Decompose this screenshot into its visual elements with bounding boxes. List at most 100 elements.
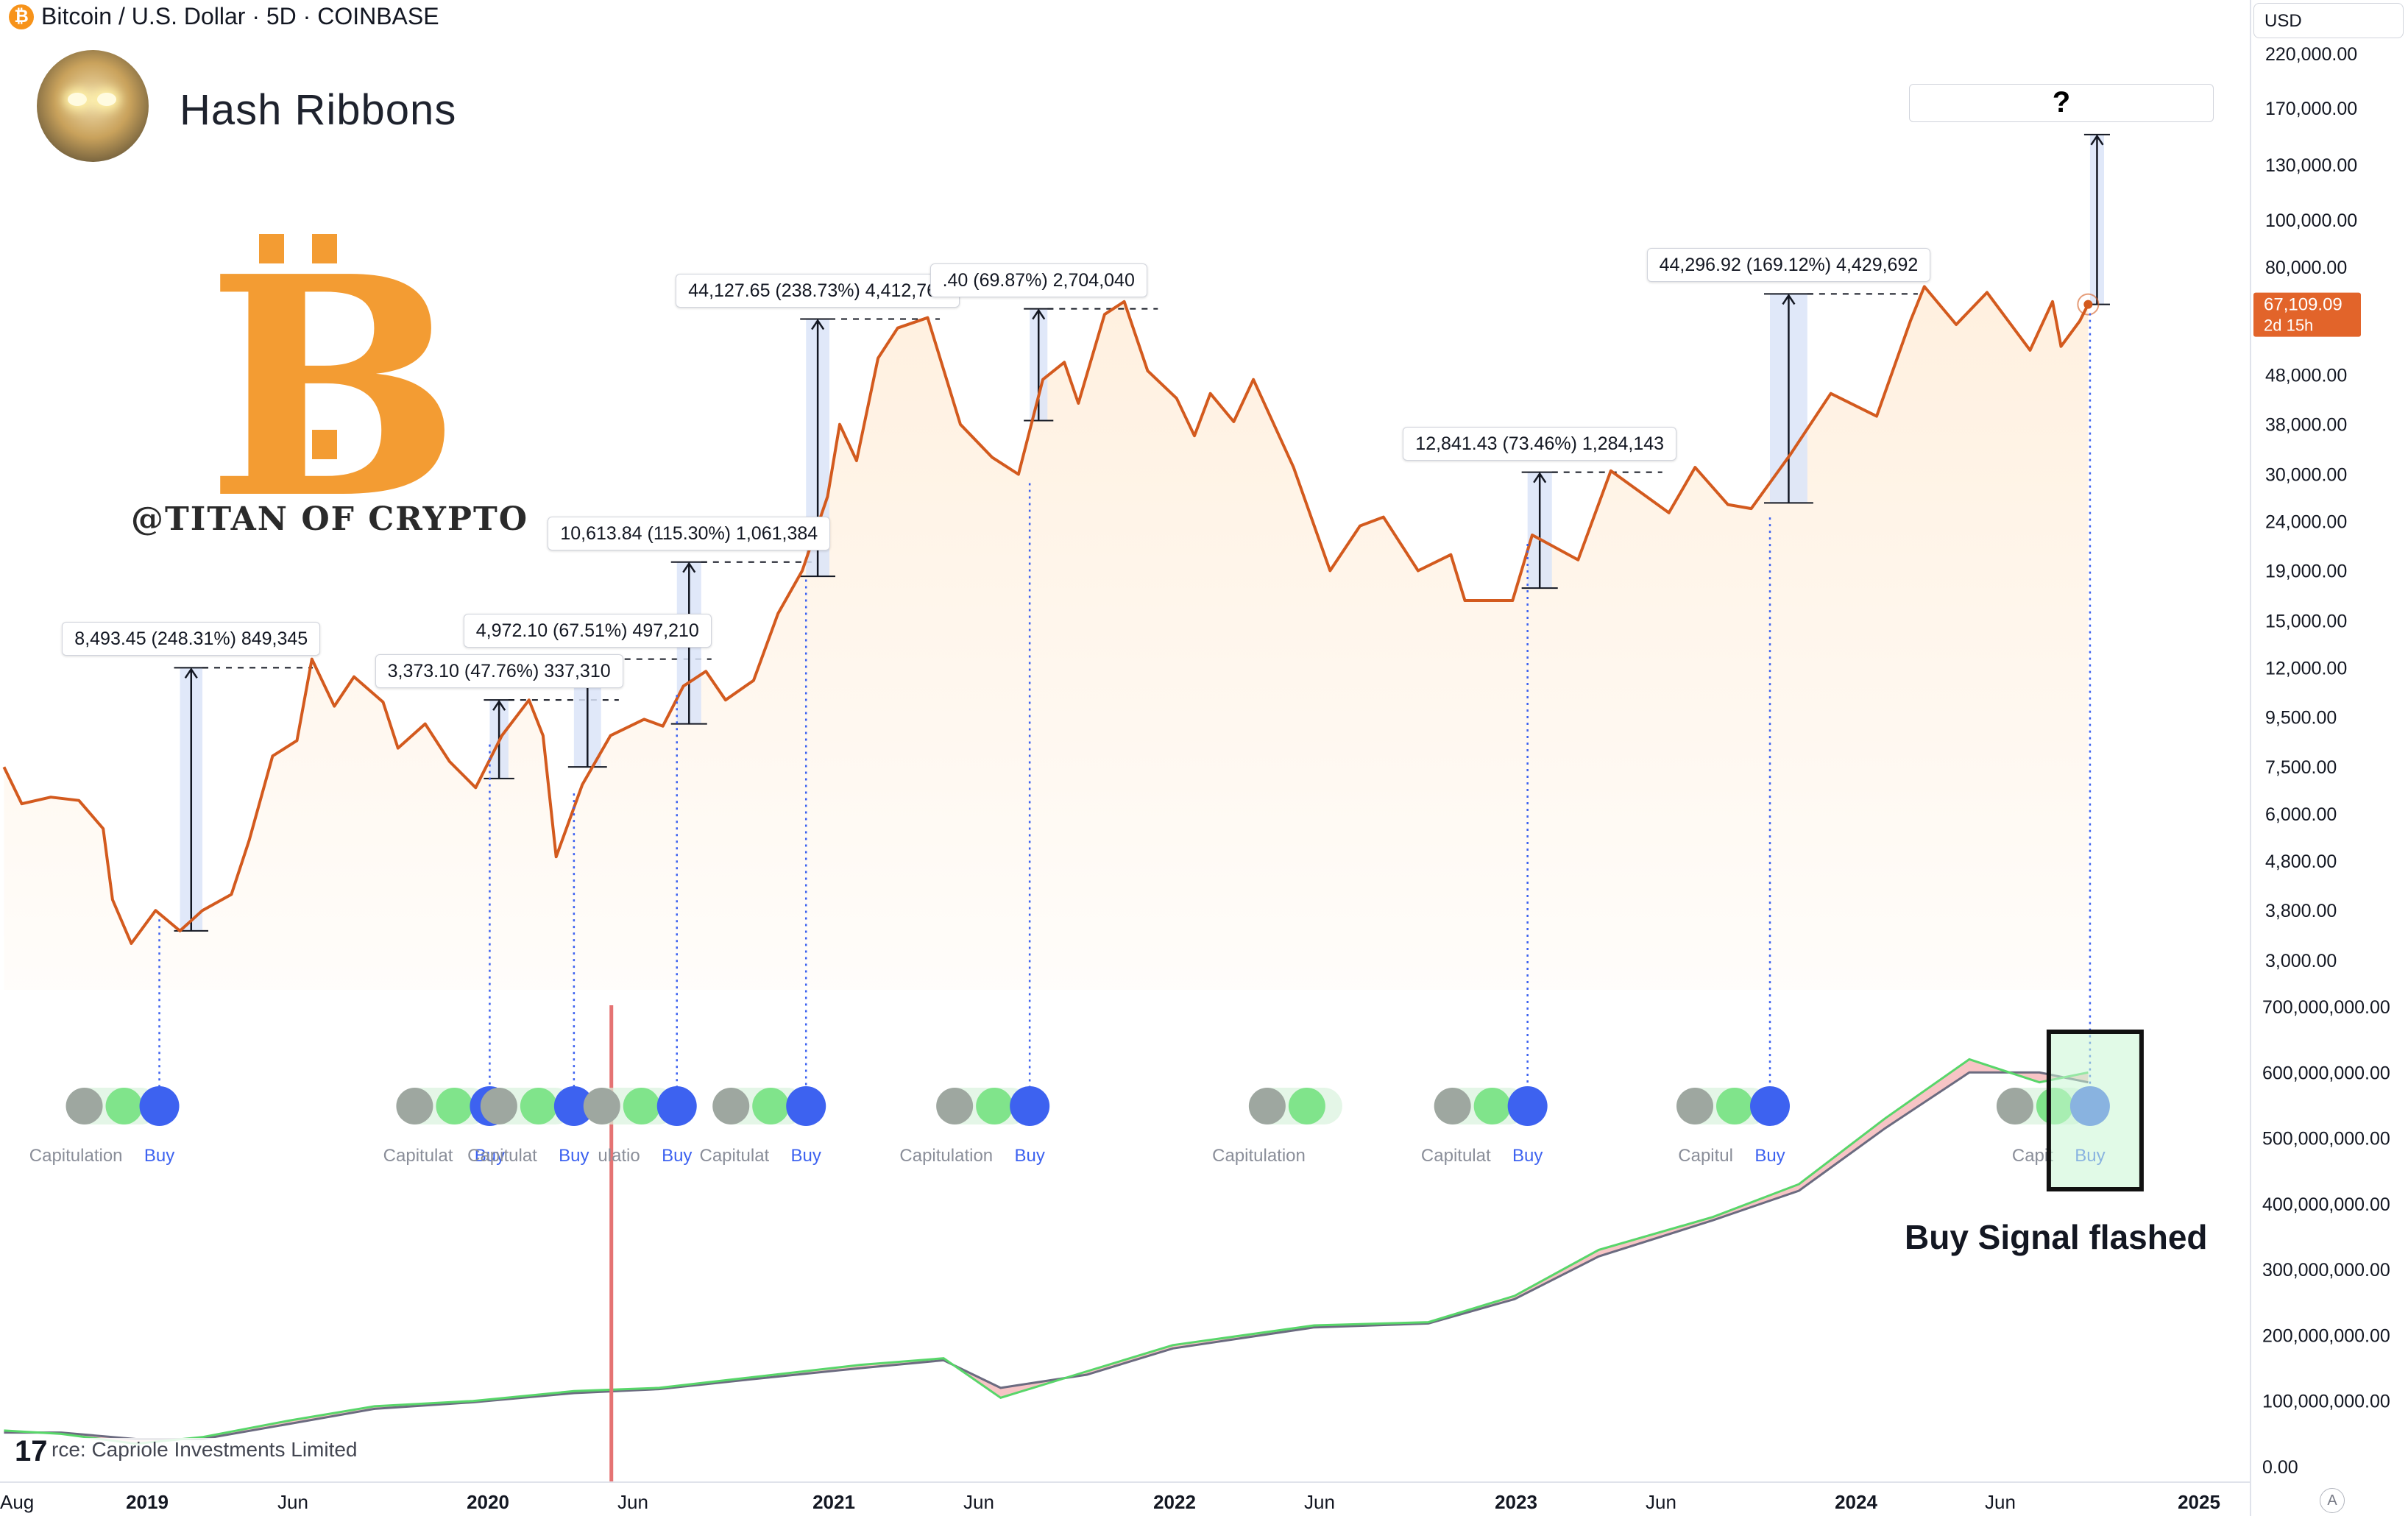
capitulation-dot xyxy=(1676,1088,1714,1124)
capitulation-dot xyxy=(936,1088,974,1124)
price-tick: 170,000.00 xyxy=(2265,99,2357,119)
last-price-ring xyxy=(2077,293,2100,316)
last-price-point xyxy=(2083,300,2093,309)
capitulation-label: ulatio xyxy=(598,1146,640,1166)
hashrate-tick: 0.00 xyxy=(2262,1457,2298,1478)
capitulation-dot xyxy=(480,1088,517,1124)
measure-arrowhead xyxy=(492,699,506,711)
capitulation-green-dot xyxy=(623,1088,660,1124)
time-tick: 2024 xyxy=(1835,1491,1877,1513)
hashrate-tick: 200,000,000.00 xyxy=(2262,1325,2390,1346)
price-tick: 80,000.00 xyxy=(2265,258,2347,278)
avatar-eye-right-icon xyxy=(97,93,116,106)
capitulation-green-dot xyxy=(752,1088,790,1124)
price-area xyxy=(4,286,2089,990)
time-tick: Jun xyxy=(963,1491,994,1513)
hashrate-tick: 300,000,000.00 xyxy=(2262,1260,2390,1281)
question-label: ? xyxy=(1909,84,2214,122)
measure-label: .40 (69.87%) 2,704,040 xyxy=(929,263,1147,297)
time-tick: Jun xyxy=(1304,1491,1335,1513)
buy-dot xyxy=(786,1086,826,1126)
indicator-title: Hash Ribbons xyxy=(180,86,457,134)
time-tick: Jun xyxy=(1646,1491,1676,1513)
measure-arrowhead xyxy=(811,319,825,330)
buy-dot xyxy=(1507,1086,1548,1126)
capitulation-dot xyxy=(712,1088,750,1124)
capitulation-dot xyxy=(1996,1088,2033,1124)
price-tick: 130,000.00 xyxy=(2265,155,2357,176)
measure-label: 10,613.84 (115.30%) 1,061,384 xyxy=(548,516,831,550)
price-badge xyxy=(2253,292,2361,337)
capitulation-green-dot xyxy=(1716,1088,1754,1124)
capitulation-label: Capitulation xyxy=(29,1146,123,1166)
capitulation-label: Capitulation xyxy=(1212,1146,1306,1166)
hashrate-tick: 400,000,000.00 xyxy=(2262,1194,2390,1215)
buy-label: Buy xyxy=(791,1146,821,1166)
time-tick: 2025 xyxy=(2178,1491,2220,1513)
time-tick: 2023 xyxy=(1495,1491,1537,1513)
time-tick: 2020 xyxy=(467,1491,509,1513)
brand-watermark: @TITAN OF CRYPTO xyxy=(131,500,529,538)
measure-arrowhead xyxy=(1533,472,1547,484)
buy-label: Buy xyxy=(475,1146,505,1166)
buy-dot xyxy=(656,1086,697,1126)
area-layer xyxy=(4,286,2089,990)
price-tick: 9,500.00 xyxy=(2265,707,2337,728)
price-tick: 12,000.00 xyxy=(2265,658,2347,679)
price-layer xyxy=(2,285,2100,945)
hashrate-layer xyxy=(4,1005,2089,1482)
currency-button[interactable]: USD xyxy=(2253,3,2404,38)
price-tick: 24,000.00 xyxy=(2265,512,2347,533)
capitulation-green-dot xyxy=(1288,1088,1325,1124)
hashrate-tick: 600,000,000.00 xyxy=(2262,1063,2390,1083)
hashrate-tick: 700,000,000.00 xyxy=(2262,997,2390,1018)
measure-label: 8,493.45 (248.31%) 849,345 xyxy=(62,622,321,656)
buy-dot xyxy=(139,1086,180,1126)
buy-label: Buy xyxy=(1014,1146,1044,1166)
price-badge-countdown: 2d 15h xyxy=(2264,316,2313,335)
capitulation-label: Capit xyxy=(2012,1146,2053,1166)
price-tick: 7,500.00 xyxy=(2265,757,2337,778)
measure-arrowhead xyxy=(1032,308,1046,320)
time-tick: 2022 xyxy=(1153,1491,1196,1513)
measure-arrowhead xyxy=(2090,134,2104,146)
capitulation-label: Capitulat xyxy=(1421,1146,1491,1166)
capitulation-label: Capitul xyxy=(1678,1146,1733,1166)
buy-signal-annotation: Buy Signal flashed xyxy=(1905,1218,2208,1256)
buy-dot xyxy=(1750,1086,1791,1126)
capitulation-green-dot xyxy=(1473,1088,1511,1124)
capitulation-dot xyxy=(396,1088,433,1124)
tradingview-logo-icon: 17 xyxy=(15,1435,48,1467)
symbol-title: Bitcoin / U.S. Dollar · 5D · COINBASE xyxy=(41,3,439,29)
capitulation-label: Capitulat xyxy=(699,1146,769,1166)
avatar-eye-left-icon xyxy=(68,93,87,106)
signal-guides-layer xyxy=(158,313,2092,1092)
buy-label: Buy xyxy=(662,1146,692,1166)
hashrate-tick: 100,000,000.00 xyxy=(2262,1392,2390,1412)
capitulation-green-dot xyxy=(976,1088,1013,1124)
capitulation-dot xyxy=(1248,1088,1286,1124)
price-tick: 19,000.00 xyxy=(2265,562,2347,582)
bitcoin-icon: ₿ xyxy=(9,4,34,29)
price-tick: 220,000.00 xyxy=(2265,44,2357,65)
capitulation-dot xyxy=(65,1088,103,1124)
capitulation-green-dot xyxy=(436,1088,473,1124)
time-tick: Jun xyxy=(617,1491,648,1513)
buy-label: Buy xyxy=(559,1146,589,1166)
hashrate-tick: 500,000,000.00 xyxy=(2262,1129,2390,1150)
source-label: rce: Capriole Investments Limited xyxy=(52,1438,358,1462)
measure-arrowhead xyxy=(1782,294,1796,305)
auto-scale-button[interactable]: A xyxy=(2320,1488,2345,1513)
hashrate-slow-line xyxy=(4,1071,2089,1440)
hashrate-fast-line xyxy=(4,1058,2089,1445)
time-tick: 2021 xyxy=(812,1491,855,1513)
measure-label: 3,373.10 (47.76%) 337,310 xyxy=(375,654,623,689)
buy-signal-box-fill xyxy=(2048,1032,2142,1189)
buy-dot xyxy=(553,1086,594,1126)
chart-header: ₿ Bitcoin / U.S. Dollar · 5D · COINBASE xyxy=(9,3,439,30)
price-tick: 48,000.00 xyxy=(2265,366,2347,386)
measure-arrowhead xyxy=(682,562,696,573)
capitulation-dot xyxy=(583,1088,620,1124)
